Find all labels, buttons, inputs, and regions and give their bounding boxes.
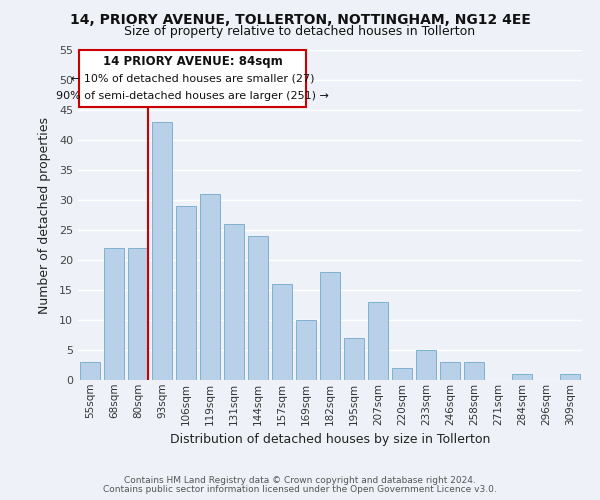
Text: 14, PRIORY AVENUE, TOLLERTON, NOTTINGHAM, NG12 4EE: 14, PRIORY AVENUE, TOLLERTON, NOTTINGHAM… [70,12,530,26]
Text: ← 10% of detached houses are smaller (27): ← 10% of detached houses are smaller (27… [71,74,314,84]
Text: Contains public sector information licensed under the Open Government Licence v3: Contains public sector information licen… [103,485,497,494]
Bar [224,224,244,380]
Bar [200,194,220,380]
Bar [512,374,532,380]
Y-axis label: Number of detached properties: Number of detached properties [38,116,50,314]
Text: Contains HM Land Registry data © Crown copyright and database right 2024.: Contains HM Land Registry data © Crown c… [124,476,476,485]
Text: 90% of semi-detached houses are larger (251) →: 90% of semi-detached houses are larger (… [56,90,329,101]
Text: 14 PRIORY AVENUE: 84sqm: 14 PRIORY AVENUE: 84sqm [103,55,283,68]
Bar [104,248,124,380]
Bar [79,50,306,107]
Bar [416,350,436,380]
Bar [176,206,196,380]
Bar [80,362,100,380]
Bar [392,368,412,380]
Bar [440,362,460,380]
Bar [344,338,364,380]
Bar [368,302,388,380]
Bar [152,122,172,380]
Bar [320,272,340,380]
X-axis label: Distribution of detached houses by size in Tollerton: Distribution of detached houses by size … [170,433,490,446]
Bar [248,236,268,380]
Bar [272,284,292,380]
Bar [128,248,148,380]
Bar [464,362,484,380]
Text: Size of property relative to detached houses in Tollerton: Size of property relative to detached ho… [124,25,476,38]
Bar [296,320,316,380]
Bar [560,374,580,380]
